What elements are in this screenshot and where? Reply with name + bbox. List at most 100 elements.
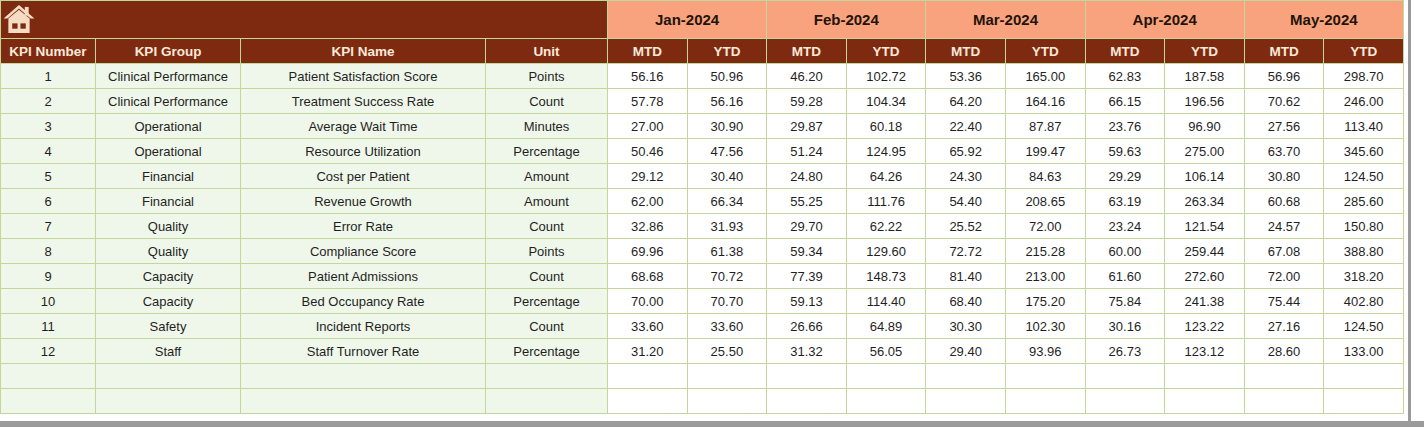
value-cell[interactable]: 75.84 — [1085, 289, 1165, 314]
value-cell[interactable]: 150.80 — [1324, 214, 1404, 239]
value-cell[interactable]: 68.40 — [926, 289, 1006, 314]
kpi-name-cell[interactable]: Compliance Score — [241, 239, 486, 264]
kpi-number-cell[interactable]: 1 — [1, 64, 96, 89]
kpi-group-cell[interactable]: Quality — [96, 214, 241, 239]
value-cell[interactable]: 70.00 — [608, 289, 688, 314]
value-cell[interactable]: 62.83 — [1085, 64, 1165, 89]
value-cell[interactable]: 388.80 — [1324, 239, 1404, 264]
unit-cell[interactable]: Percentage — [486, 289, 608, 314]
value-cell[interactable]: 124.95 — [846, 139, 926, 164]
value-cell[interactable]: 24.80 — [767, 164, 847, 189]
kpi-number-cell[interactable] — [1, 364, 96, 389]
value-cell[interactable]: 87.87 — [1005, 114, 1085, 139]
value-cell[interactable]: 63.19 — [1085, 189, 1165, 214]
value-cell[interactable]: 121.54 — [1165, 214, 1245, 239]
value-cell[interactable]: 59.13 — [767, 289, 847, 314]
value-cell[interactable]: 66.34 — [687, 189, 767, 214]
kpi-group-cell[interactable]: Capacity — [96, 289, 241, 314]
value-cell[interactable]: 28.60 — [1244, 339, 1324, 364]
value-cell[interactable]: 30.90 — [687, 114, 767, 139]
unit-cell[interactable]: Count — [486, 264, 608, 289]
value-cell[interactable]: 56.05 — [846, 339, 926, 364]
value-cell[interactable]: 30.80 — [1244, 164, 1324, 189]
value-cell[interactable]: 68.68 — [608, 264, 688, 289]
value-cell[interactable]: 29.87 — [767, 114, 847, 139]
kpi-group-cell[interactable]: Financial — [96, 164, 241, 189]
value-cell[interactable]: 199.47 — [1005, 139, 1085, 164]
value-cell[interactable]: 111.76 — [846, 189, 926, 214]
unit-cell[interactable]: Minutes — [486, 114, 608, 139]
kpi-name-cell[interactable] — [241, 389, 486, 414]
value-cell[interactable]: 50.96 — [687, 64, 767, 89]
value-cell[interactable]: 30.40 — [687, 164, 767, 189]
value-cell[interactable]: 33.60 — [608, 314, 688, 339]
kpi-number-cell[interactable]: 10 — [1, 289, 96, 314]
value-cell[interactable]: 31.32 — [767, 339, 847, 364]
value-cell[interactable] — [1324, 389, 1404, 414]
kpi-number-cell[interactable]: 12 — [1, 339, 96, 364]
kpi-name-cell[interactable]: Patient Satisfaction Score — [241, 64, 486, 89]
kpi-number-cell[interactable]: 2 — [1, 89, 96, 114]
kpi-group-cell[interactable]: Staff — [96, 339, 241, 364]
value-cell[interactable]: 30.30 — [926, 314, 1006, 339]
kpi-name-cell[interactable]: Staff Turnover Rate — [241, 339, 486, 364]
month-header[interactable]: Apr-2024 — [1085, 1, 1244, 39]
kpi-number-cell[interactable] — [1, 389, 96, 414]
kpi-name-cell[interactable]: Cost per Patient — [241, 164, 486, 189]
unit-cell[interactable] — [486, 389, 608, 414]
value-cell[interactable] — [846, 389, 926, 414]
kpi-name-cell[interactable]: Error Rate — [241, 214, 486, 239]
unit-cell[interactable]: Amount — [486, 164, 608, 189]
kpi-name-cell[interactable]: Treatment Success Rate — [241, 89, 486, 114]
value-cell[interactable]: 129.60 — [846, 239, 926, 264]
value-cell[interactable]: 75.44 — [1244, 289, 1324, 314]
value-cell[interactable]: 59.63 — [1085, 139, 1165, 164]
value-cell[interactable]: 64.26 — [846, 164, 926, 189]
value-cell[interactable] — [608, 364, 688, 389]
value-cell[interactable]: 33.60 — [687, 314, 767, 339]
unit-cell[interactable]: Percentage — [486, 139, 608, 164]
value-cell[interactable]: 59.28 — [767, 89, 847, 114]
value-cell[interactable]: 27.00 — [608, 114, 688, 139]
month-header[interactable]: Feb-2024 — [767, 1, 926, 39]
kpi-number-cell[interactable]: 11 — [1, 314, 96, 339]
kpi-number-cell[interactable]: 3 — [1, 114, 96, 139]
value-cell[interactable]: 102.72 — [846, 64, 926, 89]
unit-cell[interactable]: Percentage — [486, 339, 608, 364]
value-cell[interactable]: 275.00 — [1165, 139, 1245, 164]
value-cell[interactable]: 23.76 — [1085, 114, 1165, 139]
value-cell[interactable] — [1165, 389, 1245, 414]
value-cell[interactable]: 70.62 — [1244, 89, 1324, 114]
unit-cell[interactable]: Count — [486, 214, 608, 239]
unit-cell[interactable]: Count — [486, 89, 608, 114]
kpi-group-cell[interactable]: Capacity — [96, 264, 241, 289]
value-cell[interactable]: 51.24 — [767, 139, 847, 164]
value-cell[interactable]: 60.00 — [1085, 239, 1165, 264]
value-cell[interactable]: 70.70 — [687, 289, 767, 314]
value-cell[interactable]: 187.58 — [1165, 64, 1245, 89]
value-cell[interactable] — [1085, 364, 1165, 389]
value-cell[interactable]: 26.66 — [767, 314, 847, 339]
value-cell[interactable]: 96.90 — [1165, 114, 1245, 139]
unit-cell[interactable]: Count — [486, 314, 608, 339]
kpi-name-cell[interactable]: Patient Admissions — [241, 264, 486, 289]
value-cell[interactable]: 208.65 — [1005, 189, 1085, 214]
value-cell[interactable]: 62.22 — [846, 214, 926, 239]
value-cell[interactable]: 25.50 — [687, 339, 767, 364]
month-header[interactable]: Mar-2024 — [926, 1, 1085, 39]
kpi-number-cell[interactable]: 6 — [1, 189, 96, 214]
value-cell[interactable] — [1324, 364, 1404, 389]
value-cell[interactable]: 27.56 — [1244, 114, 1324, 139]
value-cell[interactable] — [687, 364, 767, 389]
kpi-group-cell[interactable]: Safety — [96, 314, 241, 339]
kpi-name-cell[interactable]: Incident Reports — [241, 314, 486, 339]
value-cell[interactable]: 24.57 — [1244, 214, 1324, 239]
value-cell[interactable]: 72.00 — [1244, 264, 1324, 289]
value-cell[interactable]: 69.96 — [608, 239, 688, 264]
kpi-name-cell[interactable]: Revenue Growth — [241, 189, 486, 214]
value-cell[interactable]: 47.56 — [687, 139, 767, 164]
value-cell[interactable]: 22.40 — [926, 114, 1006, 139]
kpi-group-cell[interactable]: Clinical Performance — [96, 89, 241, 114]
col-header-ytd[interactable]: YTD — [1324, 39, 1404, 64]
value-cell[interactable]: 57.78 — [608, 89, 688, 114]
